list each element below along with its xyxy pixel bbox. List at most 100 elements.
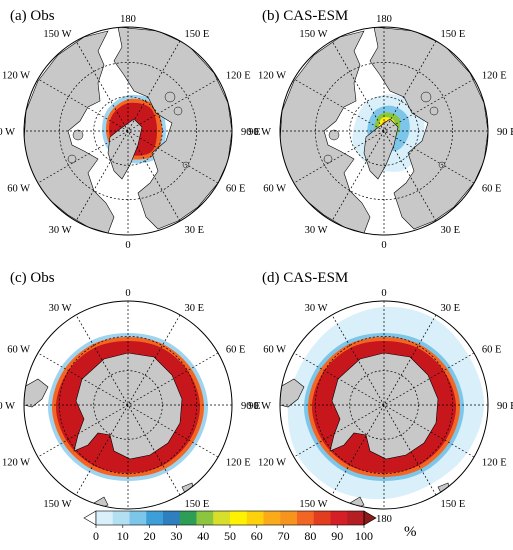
panel-b-map-boundary bbox=[279, 26, 489, 236]
panel-a-north-america-land bbox=[24, 30, 115, 234]
panel-a-island-land bbox=[72, 129, 84, 141]
colorbar-tick-label: 70 bbox=[278, 529, 290, 543]
panel-b-longitude-label: 120 E bbox=[482, 71, 507, 82]
panel-b-island-land bbox=[429, 106, 439, 116]
panel-c-meridian-line bbox=[75, 314, 181, 496]
colorbar-unit-label: % bbox=[404, 524, 417, 540]
panel-d-longitude-label: 180 bbox=[376, 514, 392, 525]
panel-d-longitude-label: 90 W bbox=[248, 401, 271, 412]
colorbar-swatch bbox=[96, 511, 114, 525]
colorbar-tick-label: 40 bbox=[197, 529, 209, 543]
colorbar-min-arrow bbox=[83, 510, 97, 526]
panel-c-south-america-land bbox=[24, 378, 49, 408]
panel-a-latitude-circle bbox=[59, 62, 197, 200]
panel-c-longitude-label: 120 W bbox=[2, 458, 30, 469]
panel-d-title: (d) CAS-ESM bbox=[262, 270, 348, 286]
panel-a-map-boundary bbox=[23, 26, 233, 236]
colorbar-swatch bbox=[129, 511, 147, 525]
colorbar: 0 10 20 30 40 50 60 70 80 90 100 bbox=[83, 510, 377, 543]
panel-b-longitude-label: 120 W bbox=[258, 71, 286, 82]
panel-a-island-land bbox=[182, 161, 190, 169]
panel-b-longitude-label: 60 W bbox=[263, 184, 286, 195]
panel-a-map: (a) Obs 180 150 E 120 E 90 E 60 E 30 E 0 30 W 60… bbox=[0, 8, 261, 251]
panel-a-island-land bbox=[173, 106, 183, 116]
panel-c-longitude-label: 120 E bbox=[226, 458, 251, 469]
panel-c-longitude-label: 90 W bbox=[0, 401, 15, 412]
panel-b-north-america-land bbox=[280, 30, 371, 234]
panel-d-longitude-label: 30 W bbox=[305, 303, 328, 314]
panel-c-latitude-circle bbox=[59, 336, 197, 474]
panel-a-title: (a) Obs bbox=[10, 8, 55, 24]
panel-a-longitude-label: 90 W bbox=[0, 127, 15, 138]
panel-c-longitude-label: 90 E bbox=[241, 401, 261, 412]
panel-c-longitude-label: 60 W bbox=[7, 345, 30, 356]
panel-c-longitude-label: 150 W bbox=[43, 499, 71, 510]
colorbar-swatch bbox=[280, 511, 298, 525]
panel-a-longitude-label: 30 W bbox=[49, 225, 72, 236]
colorbar-tick-label: 20 bbox=[144, 529, 156, 543]
panel-b-island-land bbox=[420, 91, 432, 103]
colorbar-swatch bbox=[313, 511, 331, 525]
panel-d-meridian-line bbox=[331, 314, 437, 496]
colorbar-swatch bbox=[179, 511, 197, 525]
colorbar-tick-label: 90 bbox=[331, 529, 343, 543]
panel-d-map-boundary bbox=[279, 300, 489, 510]
colorbar-swatch bbox=[230, 511, 248, 525]
panel-a-longitude-label: 60 W bbox=[7, 184, 30, 195]
panel-b-longitude-label: 90 E bbox=[497, 127, 513, 138]
panel-c-longitude-label: 30 W bbox=[49, 303, 72, 314]
panel-c-longitude-label: 60 E bbox=[226, 345, 246, 356]
colorbar-swatch bbox=[246, 511, 264, 525]
panel-d-longitude-label: 60 W bbox=[263, 345, 286, 356]
panel-d-south-america-land bbox=[280, 378, 305, 408]
panel-d-longitude-label: 0 bbox=[381, 288, 386, 299]
panel-a-longitude-label: 150 E bbox=[185, 29, 210, 40]
colorbar-tick-label: 0 bbox=[93, 529, 99, 543]
panel-b-map: (b) CAS-ESM 180 150 E 120 E 90 E 60 E 30 E 0 30… bbox=[248, 8, 513, 251]
colorbar-swatch bbox=[163, 511, 181, 525]
panel-c-longitude-label: 150 E bbox=[185, 499, 210, 510]
panel-a-meridian-line bbox=[75, 40, 181, 222]
colorbar-tick-label: 30 bbox=[170, 529, 182, 543]
panel-b-longitude-label: 60 E bbox=[482, 184, 502, 195]
panel-b-longitude-label: 90 W bbox=[248, 127, 271, 138]
panel-a-longitude-label: 0 bbox=[125, 240, 130, 251]
panel-a-longitude-label: 120 E bbox=[226, 71, 251, 82]
panel-d-latitude-circle bbox=[315, 336, 453, 474]
panel-c-longitude-label: 30 E bbox=[185, 303, 205, 314]
panel-a-meridian-line bbox=[37, 78, 219, 184]
panel-a-longitude-label: 180 bbox=[120, 14, 136, 25]
colorbar-swatch bbox=[263, 511, 281, 525]
colorbar-swatch bbox=[297, 511, 315, 525]
colorbar-swatch bbox=[347, 511, 365, 525]
colorbar-swatch bbox=[112, 511, 130, 525]
panel-d-longitude-label: 30 E bbox=[441, 303, 461, 314]
panel-d-longitude-label: 120 E bbox=[482, 458, 507, 469]
panel-d-longitude-label: 60 E bbox=[482, 345, 502, 356]
panel-a-longitude-label: 150 W bbox=[43, 29, 71, 40]
colorbar-swatch bbox=[330, 511, 348, 525]
colorbar-tick-label: 60 bbox=[251, 529, 263, 543]
panel-b-longitude-label: 180 bbox=[376, 14, 392, 25]
colorbar-swatch bbox=[213, 511, 231, 525]
panel-d-map: (d) CAS-ESM 0 30 E 60 E 90 E 120 E 150 E 180 15… bbox=[248, 270, 513, 525]
panel-a-meridian-line bbox=[37, 78, 219, 184]
panel-d-longitude-label: 150 W bbox=[299, 499, 327, 510]
panel-a-island-land bbox=[164, 91, 176, 103]
panel-b-longitude-label: 0 bbox=[381, 240, 386, 251]
panel-b-island-land bbox=[328, 129, 340, 141]
panel-c-meridian-line bbox=[37, 352, 219, 458]
panel-d-longitude-label: 90 E bbox=[497, 401, 513, 412]
panel-b-longitude-label: 30 E bbox=[441, 225, 461, 236]
panel-d-longitude-label: 150 E bbox=[441, 499, 466, 510]
panel-a-longitude-label: 120 W bbox=[2, 71, 30, 82]
panel-a-longitude-label: 30 E bbox=[185, 225, 205, 236]
colorbar-tick-label: 100 bbox=[355, 529, 373, 543]
panel-c-title: (c) Obs bbox=[10, 270, 55, 286]
panel-a-longitude-label: 90 E bbox=[241, 127, 261, 138]
panel-b-latitude-circle bbox=[315, 62, 453, 200]
colorbar-tick-label: 10 bbox=[117, 529, 129, 543]
panel-b-longitude-label: 150 E bbox=[441, 29, 466, 40]
colorbar-max-arrow bbox=[363, 510, 377, 526]
